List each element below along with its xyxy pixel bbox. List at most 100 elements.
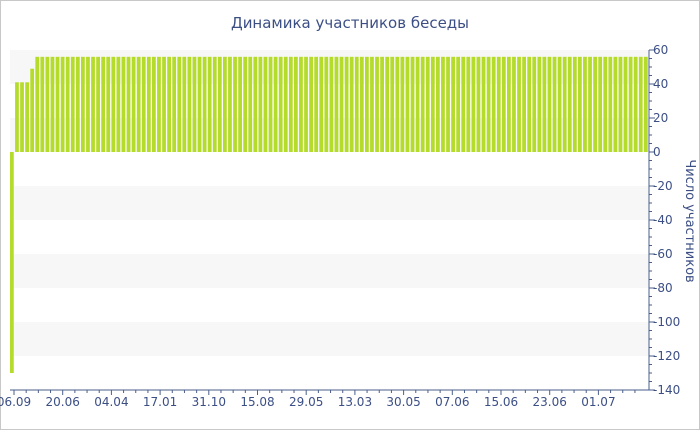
bar	[233, 56, 237, 152]
bar	[60, 56, 65, 152]
bar	[344, 56, 349, 152]
bar	[121, 56, 126, 152]
bar	[461, 56, 466, 152]
bar	[466, 56, 471, 152]
bar	[512, 56, 516, 152]
bar	[547, 56, 552, 152]
y-tick-label: 20	[653, 111, 668, 125]
bar	[420, 56, 425, 152]
bar	[476, 56, 481, 152]
bar	[633, 56, 638, 152]
bar	[75, 56, 80, 152]
x-tick-label: 30.05	[386, 395, 420, 409]
bar	[299, 56, 303, 152]
bar	[441, 56, 445, 152]
bar	[390, 56, 395, 152]
bar	[101, 56, 106, 152]
bar	[446, 56, 450, 152]
bar	[55, 56, 60, 152]
bar	[583, 56, 587, 152]
bar	[91, 56, 95, 152]
bar	[273, 56, 278, 152]
bar	[50, 56, 55, 152]
bar	[146, 56, 151, 152]
bar	[486, 56, 491, 152]
bar	[329, 56, 334, 152]
y-tick-label: 0	[653, 145, 661, 159]
bar	[141, 56, 146, 152]
bar	[643, 56, 648, 152]
bar	[588, 56, 592, 152]
bar	[537, 56, 542, 152]
bar	[436, 56, 440, 152]
bar	[370, 56, 374, 152]
bar	[106, 56, 111, 152]
bar	[527, 56, 532, 152]
bar	[522, 56, 526, 152]
bar	[410, 56, 415, 152]
bar	[623, 56, 628, 152]
x-tick-labels: 06.09 20.06 04.04 17.01 31.10 15.08 29.05 13.03…	[0, 395, 616, 409]
x-tick-label: 07.06	[435, 395, 469, 409]
bar	[532, 56, 537, 152]
bar	[157, 56, 161, 152]
bar	[152, 56, 156, 152]
bar	[628, 56, 633, 152]
bar	[86, 56, 90, 152]
bar	[314, 56, 319, 152]
x-tick-label: 29.05	[289, 395, 323, 409]
bar	[212, 56, 217, 152]
bar	[324, 56, 329, 152]
bar	[197, 56, 202, 152]
bar	[268, 56, 273, 152]
bar	[400, 56, 405, 152]
bar	[557, 56, 562, 152]
bar	[223, 56, 227, 152]
y-tick-label: -60	[653, 247, 673, 261]
bar	[339, 56, 344, 152]
bar	[187, 56, 192, 152]
y-tick-label: 40	[653, 77, 668, 91]
bar	[425, 56, 430, 152]
bar	[507, 56, 511, 152]
x-tick-label: 04.04	[94, 395, 128, 409]
y-tick-label: -140	[653, 383, 680, 397]
bar	[182, 56, 187, 152]
x-tick-label: 31.10	[192, 395, 226, 409]
bar	[517, 56, 521, 152]
bar	[415, 56, 420, 152]
grid-band	[10, 186, 649, 220]
bar	[451, 56, 455, 152]
bar	[430, 56, 435, 152]
bar	[207, 56, 212, 152]
bar	[172, 56, 177, 152]
bar	[618, 56, 623, 152]
bar	[81, 56, 85, 152]
bar	[603, 56, 608, 152]
bar	[238, 56, 242, 152]
bar	[405, 56, 410, 152]
bar	[202, 56, 207, 152]
bar	[258, 56, 263, 152]
bar	[217, 56, 222, 152]
grid-band	[10, 322, 649, 356]
bar	[608, 56, 613, 152]
x-tick-label: 15.06	[484, 395, 518, 409]
bar	[288, 56, 293, 152]
bar	[578, 56, 582, 152]
y-tick-label: -80	[653, 281, 673, 295]
bar	[25, 82, 29, 152]
bar	[334, 56, 339, 152]
y-tick-label: -20	[653, 179, 673, 193]
bar	[319, 56, 324, 152]
bar	[65, 56, 70, 152]
bar	[304, 56, 308, 152]
y-tick-label: 60	[653, 43, 668, 57]
bar	[70, 56, 75, 152]
bar	[20, 82, 24, 152]
y-tick-label: -100	[653, 315, 680, 329]
bar	[496, 56, 501, 152]
bar	[481, 56, 486, 152]
bar	[395, 56, 400, 152]
bar	[562, 56, 567, 152]
